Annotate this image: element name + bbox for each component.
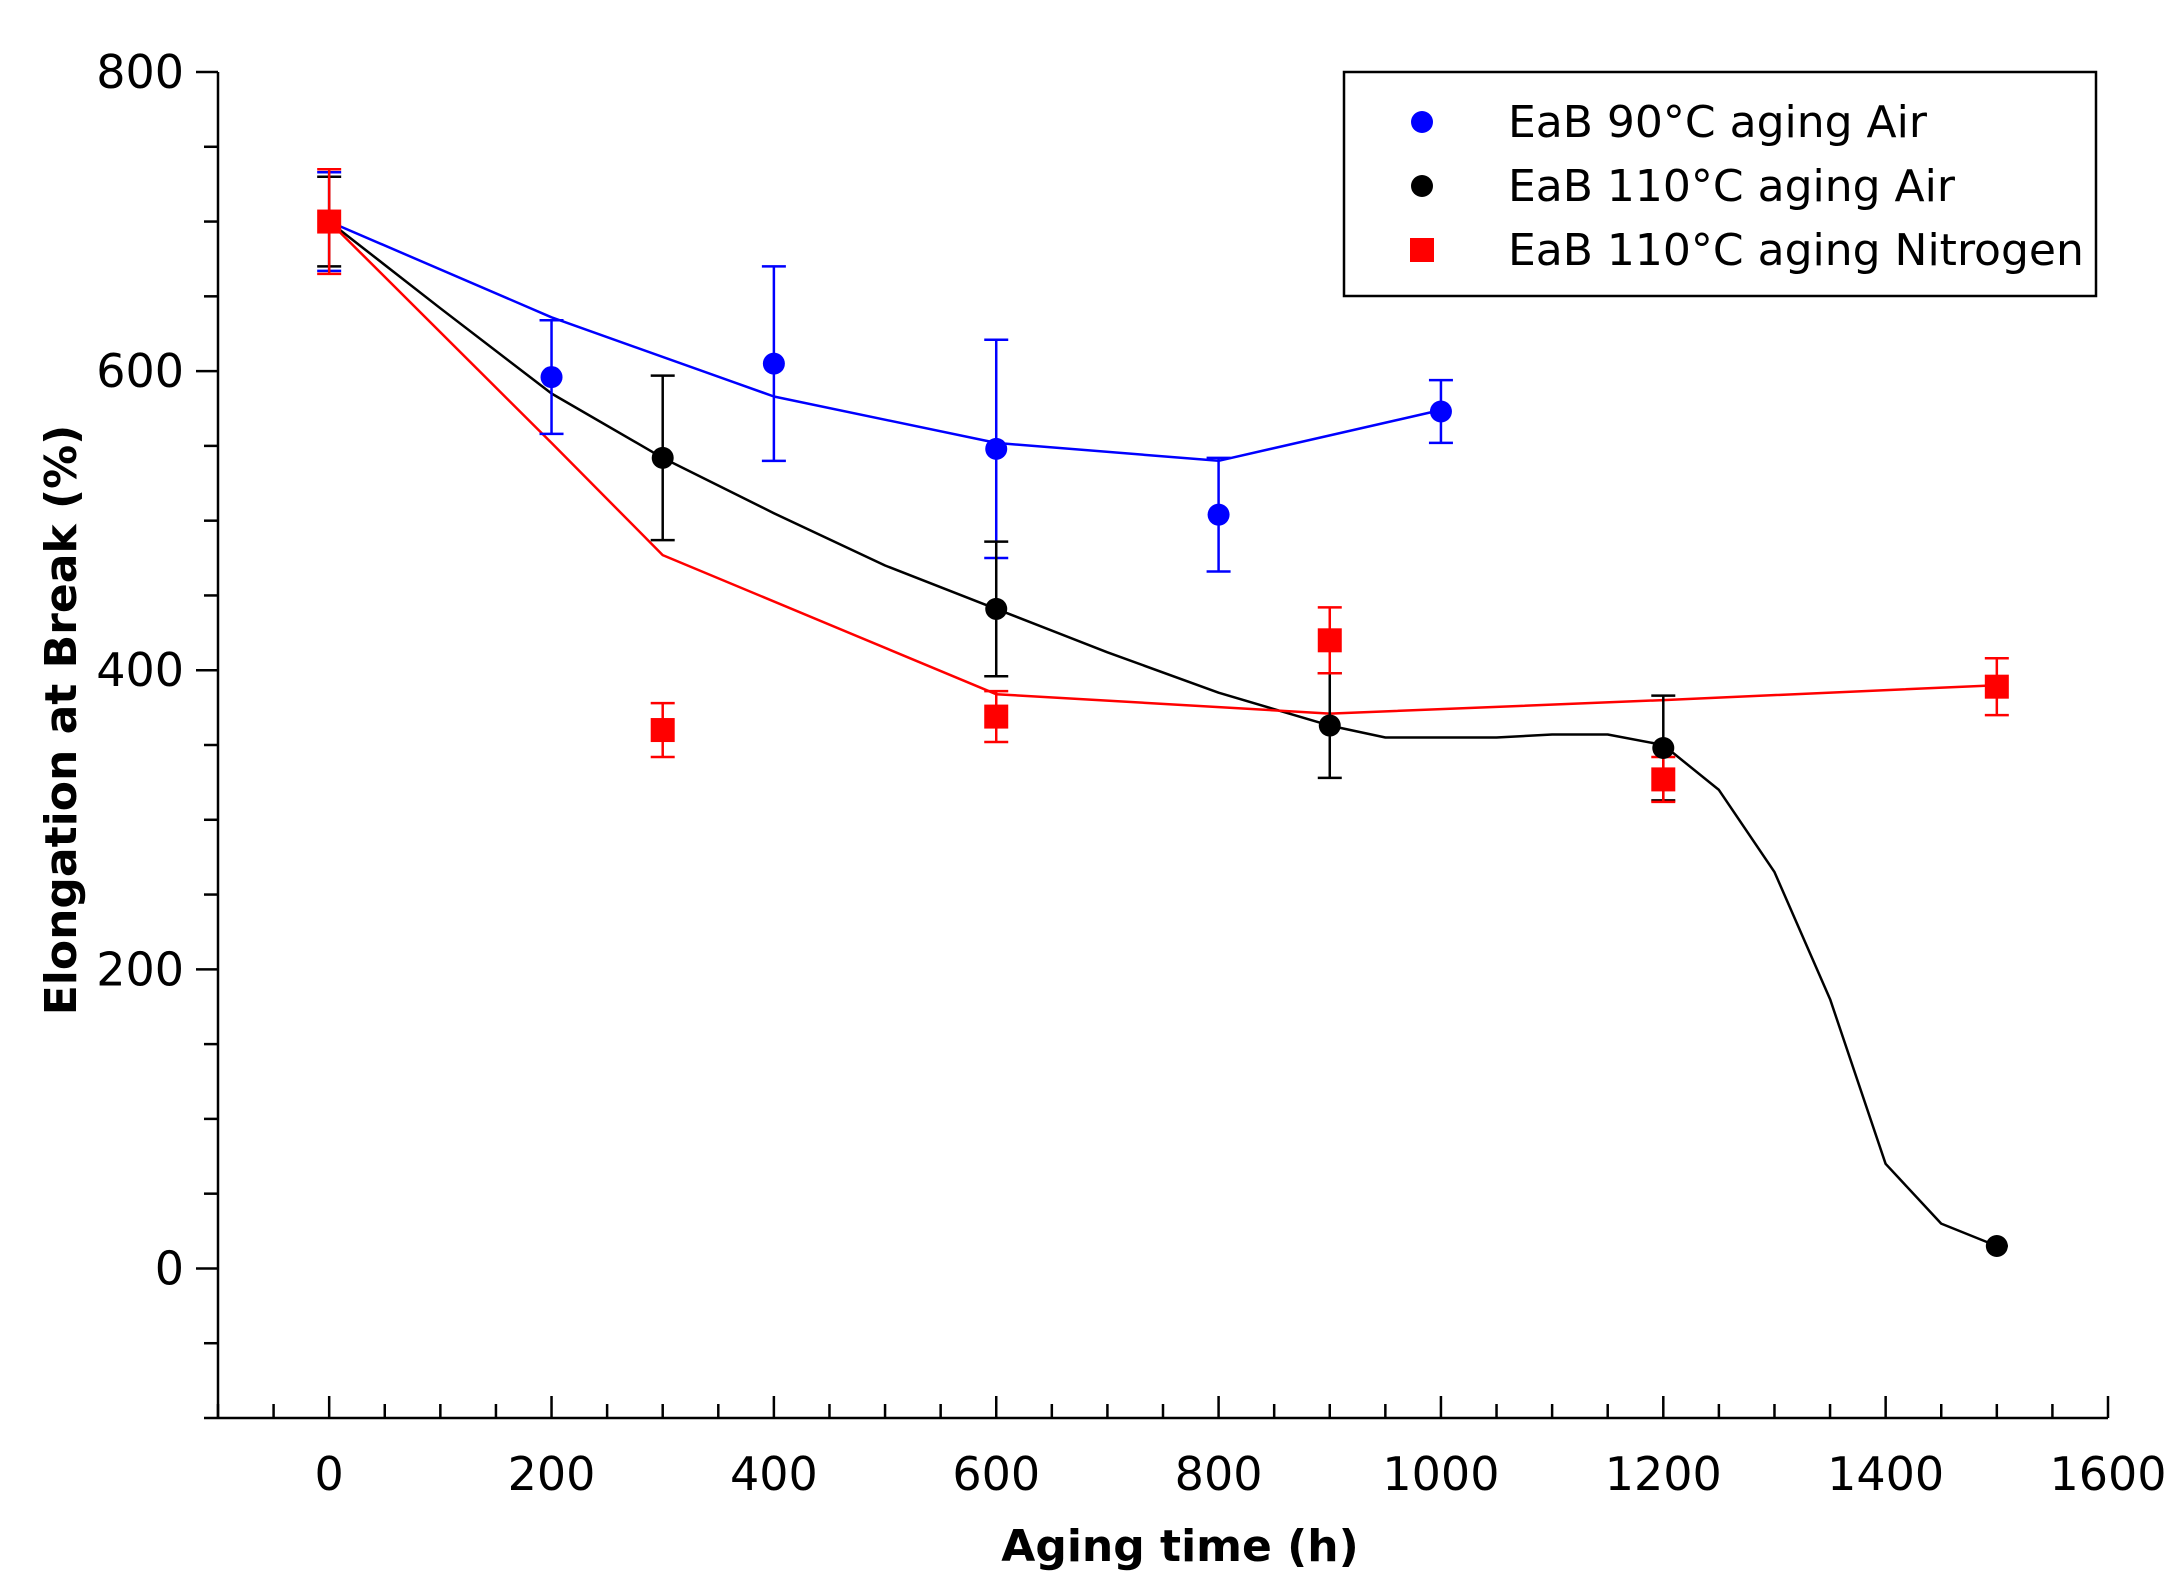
x-tick-label: 400 — [730, 1447, 818, 1501]
x-tick-label: 1200 — [1605, 1447, 1722, 1501]
y-tick-label: 800 — [96, 45, 184, 99]
x-tick-label: 0 — [315, 1447, 344, 1501]
legend-marker-series-1 — [1411, 111, 1433, 133]
x-tick-label: 200 — [508, 1447, 596, 1501]
x-tick-label: 1600 — [2049, 1447, 2166, 1501]
data-point-series-1 — [985, 437, 1008, 460]
data-points — [317, 209, 2009, 1258]
data-point-series-3 — [650, 718, 675, 743]
y-axis-title: Elongation at Break (%) — [36, 425, 87, 1016]
data-point-series-1 — [540, 366, 563, 389]
y-tick-label: 200 — [96, 942, 184, 996]
data-point-series-3 — [1317, 628, 1342, 653]
data-point-series-2 — [1985, 1235, 2008, 1258]
data-point-series-2 — [1652, 736, 1675, 759]
x-tick-label: 600 — [952, 1447, 1040, 1501]
data-point-series-1 — [762, 352, 785, 375]
legend-label-series-1: EaB 90°C aging Air — [1508, 97, 1928, 148]
x-tick-label: 800 — [1175, 1447, 1263, 1501]
data-point-series-3 — [984, 704, 1009, 729]
x-tick-label: 1400 — [1827, 1447, 1944, 1501]
data-point-series-3 — [1984, 674, 2009, 699]
data-point-series-3 — [317, 209, 342, 234]
data-point-series-2 — [1318, 714, 1341, 737]
axes: 0 200 400 600 800 0 200 400 600 800 1000 1200 1400 16… — [96, 45, 2166, 1501]
y-tick-label: 0 — [155, 1241, 184, 1295]
data-point-series-1 — [1429, 400, 1452, 423]
legend-label-series-3: EaB 110°C aging Nitrogen — [1508, 225, 2084, 276]
y-tick-label: 600 — [96, 344, 184, 398]
legend-box — [1342, 70, 2098, 298]
fit-lines — [328, 220, 2008, 1248]
legend-marker-series-3 — [1410, 238, 1434, 262]
legend: EaB 90°C aging Air EaB 110°C aging Air EaB… — [1342, 70, 2098, 298]
y-tick-label: 400 — [96, 643, 184, 697]
data-point-series-3 — [1651, 767, 1676, 792]
data-point-series-2 — [651, 446, 674, 469]
x-tick-label: 1000 — [1382, 1447, 1499, 1501]
fit-line-series-1 — [328, 220, 1442, 463]
legend-label-series-2: EaB 110°C aging Air — [1508, 161, 1956, 212]
x-axis-title: Aging time (h) — [1001, 1521, 1358, 1572]
legend-marker-series-2 — [1411, 175, 1433, 197]
fit-line-series-2 — [328, 220, 2008, 1248]
data-point-series-1 — [1207, 503, 1230, 526]
data-point-series-2 — [985, 597, 1008, 620]
